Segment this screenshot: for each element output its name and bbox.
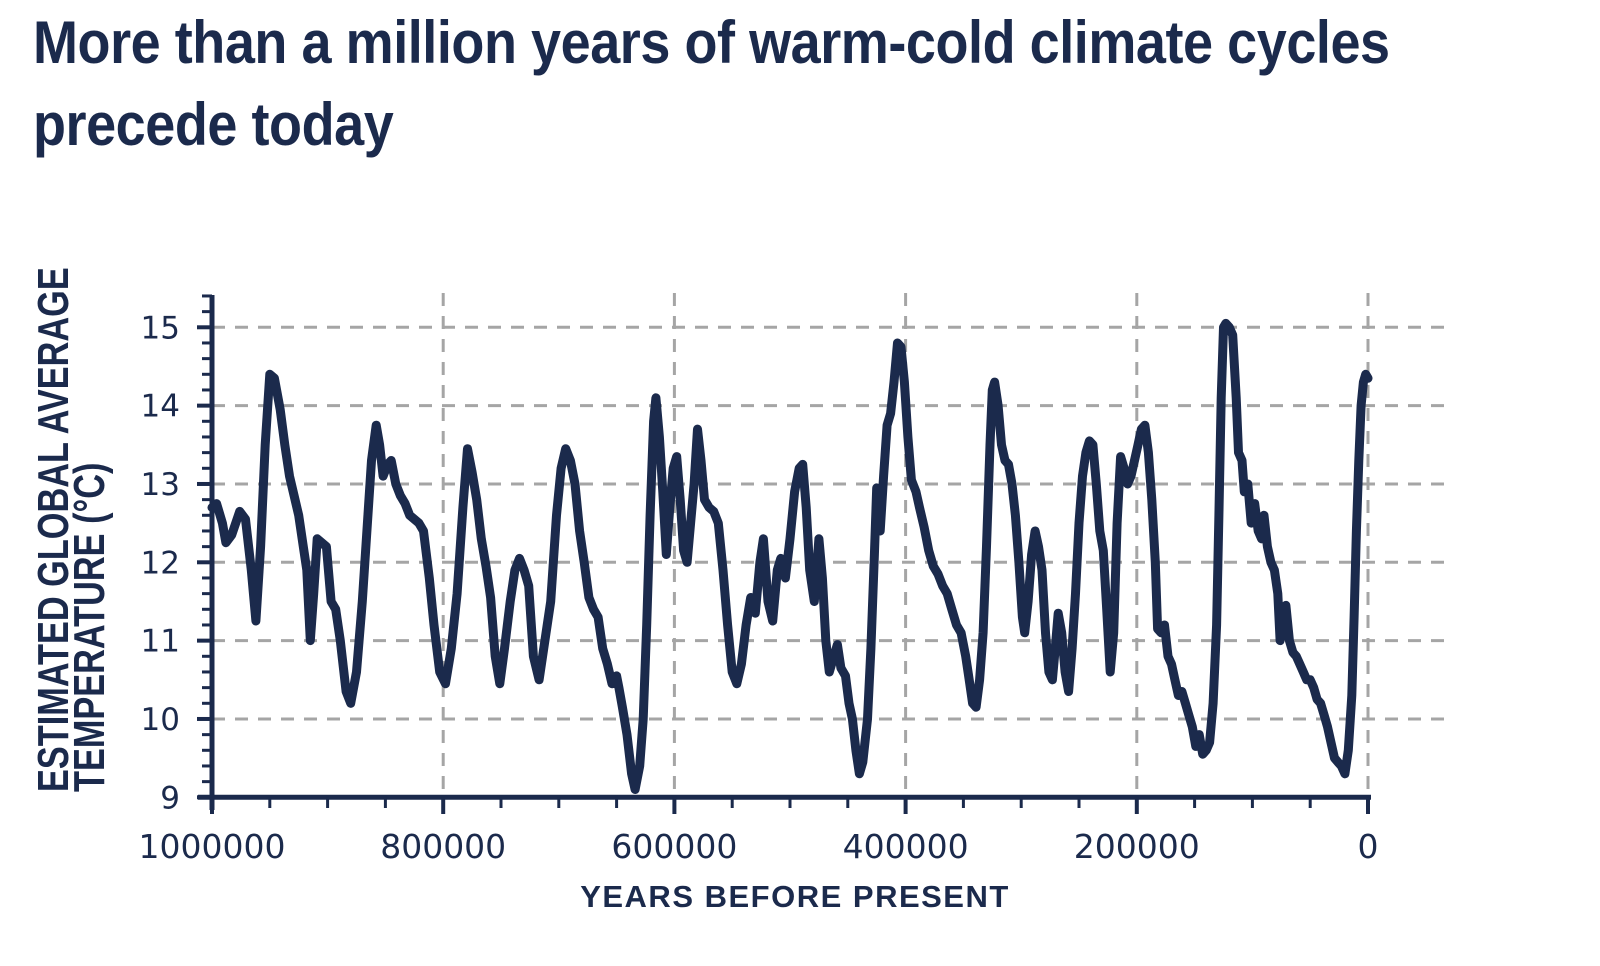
x-tick-label: 0 (1358, 827, 1379, 866)
x-tick-label: 1000000 (139, 827, 286, 866)
x-tick-label: 400000 (843, 827, 969, 866)
x-tick-label: 200000 (1074, 827, 1200, 866)
axis-layer (197, 294, 1371, 814)
y-tick-label: 9 (160, 780, 180, 816)
grid-layer (212, 293, 1447, 798)
y-axis-title-line-1: ESTIMATED GLOBAL AVERAGE (29, 267, 78, 792)
y-axis-title: ESTIMATED GLOBAL AVERAGE TEMPERATURE (°C… (29, 267, 114, 792)
x-tick-label: 800000 (380, 827, 506, 866)
page-title: More than a million years of warm-cold c… (33, 2, 1390, 166)
title-line-2: precede today (33, 91, 394, 158)
title-line-1: More than a million years of warm-cold c… (33, 9, 1390, 76)
y-tick-label: 13 (141, 467, 180, 503)
x-axis-title: YEARS BEFORE PRESENT (580, 879, 1010, 914)
series-layer (207, 318, 1373, 794)
chart-header: More than a million years of warm-cold c… (33, 2, 1540, 166)
x-tick-label: 600000 (611, 827, 737, 866)
y-tick-label: 12 (141, 545, 180, 581)
y-tick-label: 11 (141, 624, 180, 660)
y-tick-label: 10 (141, 702, 180, 738)
y-tick-label: 14 (141, 389, 180, 425)
temperature-line (207, 318, 1373, 794)
tick-label-layer: 9 10 11 12 13 14 15 1000000 800000 600000 400000 20… (139, 310, 1379, 866)
y-axis-title-line-2: TEMPERATURE (°C) (65, 463, 114, 792)
y-tick-label: 15 (141, 310, 180, 346)
